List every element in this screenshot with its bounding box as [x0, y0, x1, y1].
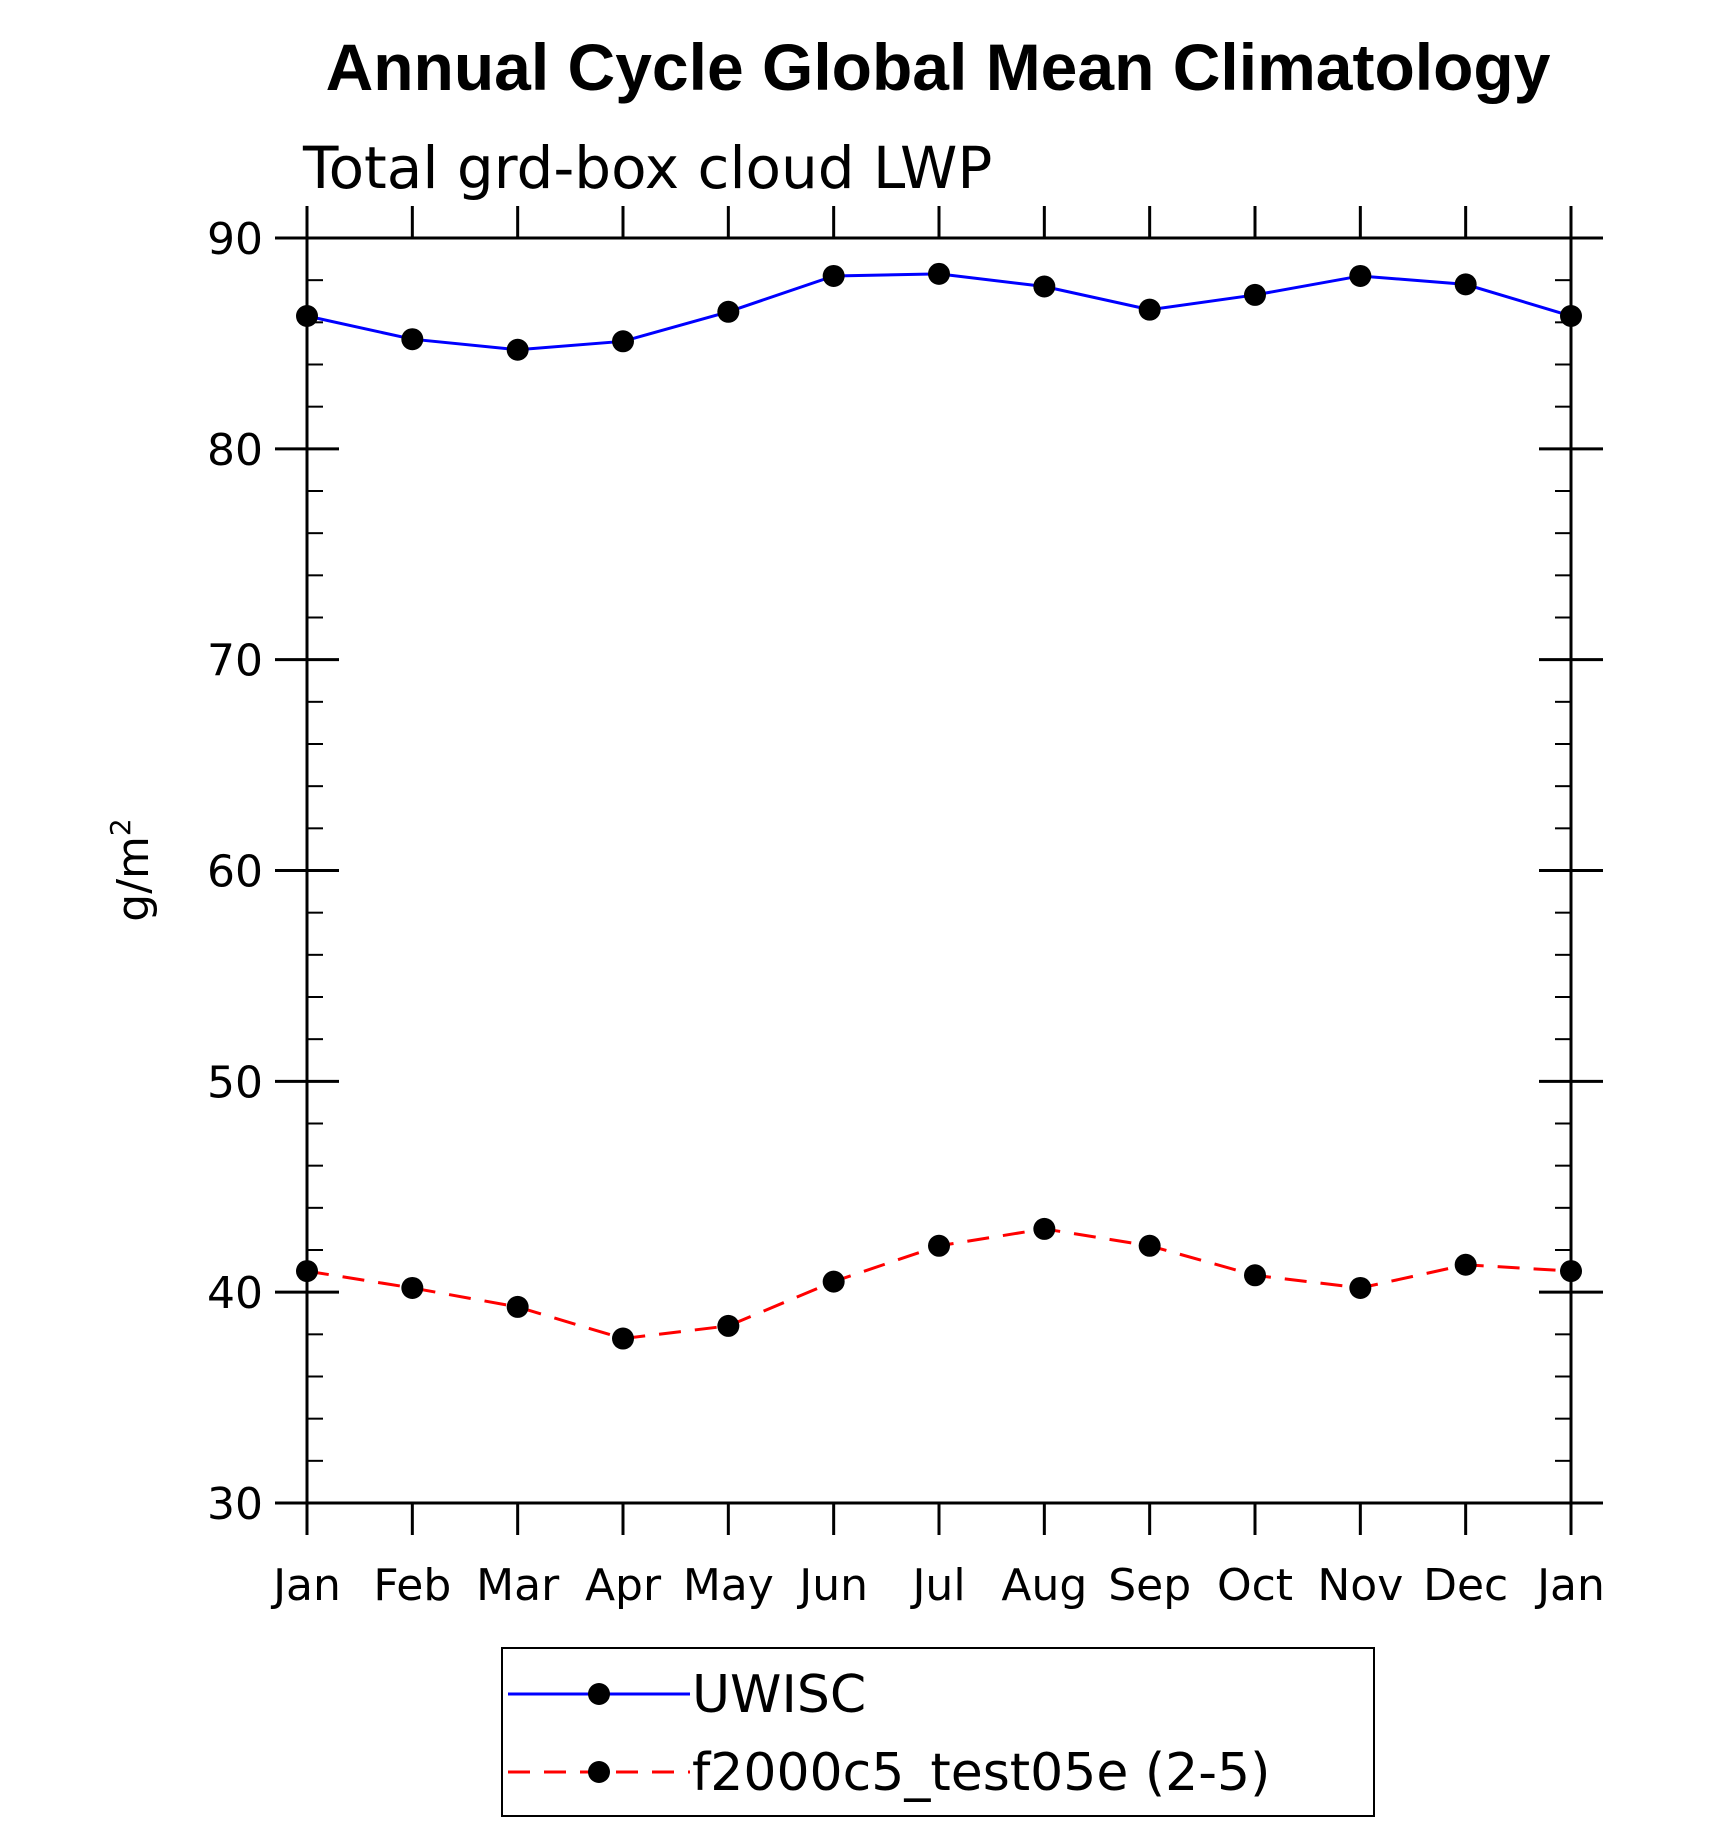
x-tick-label: Jun: [796, 1560, 868, 1611]
y-axis-label-base: g/m: [108, 836, 159, 922]
chart-subtitle: Total grd-box cloud LWP: [302, 134, 992, 202]
plot-frame: [305, 236, 1573, 1505]
data-point-series-0: [822, 264, 845, 287]
data-point-series-0: [1560, 305, 1582, 328]
y-tick-label: 50: [207, 1057, 263, 1108]
y-axis-label-superscript: 2: [104, 818, 137, 836]
chart-title: Annual Cycle Global Mean Climatology: [326, 30, 1551, 104]
data-point-series-0: [928, 262, 950, 285]
legend-marker-uwisc: [588, 1683, 610, 1705]
data-point-series-1: [401, 1276, 424, 1299]
series-layer: [296, 262, 1582, 1350]
x-tick-label: Oct: [1217, 1560, 1293, 1611]
legend-box: [501, 1647, 1375, 1817]
data-point-series-0: [296, 305, 318, 328]
x-tick-label: Sep: [1108, 1560, 1191, 1611]
data-point-series-1: [296, 1260, 318, 1283]
legend-label-f2000c5: f2000c5_test05e (2-5): [692, 1743, 1270, 1803]
data-point-series-1: [717, 1314, 740, 1337]
legend-label-uwisc: UWISC: [692, 1665, 866, 1725]
y-tick-label: 90: [207, 214, 263, 265]
data-point-series-1: [506, 1295, 529, 1318]
data-point-series-0: [1349, 264, 1372, 287]
x-tick-label: May: [683, 1560, 774, 1611]
x-tick-label: Feb: [373, 1560, 451, 1611]
data-point-series-0: [506, 338, 529, 361]
data-point-series-1: [1560, 1260, 1582, 1283]
data-point-series-1: [928, 1234, 950, 1257]
y-tick-label: 40: [207, 1268, 263, 1319]
data-point-series-0: [717, 300, 740, 323]
data-point-series-1: [1244, 1264, 1266, 1287]
x-tick-label: Jan: [270, 1560, 341, 1611]
data-point-series-1: [822, 1270, 845, 1293]
data-point-series-0: [612, 330, 634, 353]
y-tick-label: 60: [207, 847, 263, 898]
data-point-series-0: [1138, 298, 1161, 321]
data-point-series-1: [612, 1327, 634, 1350]
legend: UWISC f2000c5_test05e (2-5): [501, 1647, 1375, 1817]
legend-marker-f2000c5: [588, 1761, 610, 1783]
y-tick-label: 80: [207, 425, 263, 476]
data-point-series-1: [1454, 1253, 1477, 1276]
y-tick-label: 70: [207, 636, 263, 687]
series-line-0: [306, 272, 1572, 352]
x-tick-label: Jan: [1534, 1560, 1605, 1611]
data-point-series-0: [1244, 283, 1266, 306]
x-tick-label: Nov: [1317, 1560, 1403, 1611]
x-tick-label: Apr: [585, 1560, 662, 1611]
axes: 30 40 50 60 70 80 90 Jan Feb Mar Apr May Jun Jul Aug Se…: [207, 206, 1605, 1611]
data-point-series-1: [1033, 1217, 1056, 1240]
data-point-series-1: [1138, 1234, 1161, 1257]
y-axis-label: g/m2: [104, 818, 159, 921]
y-tick-label: 30: [207, 1479, 263, 1530]
data-point-series-0: [1454, 273, 1477, 296]
x-tick-label: Dec: [1423, 1560, 1508, 1611]
data-point-series-1: [1349, 1276, 1372, 1299]
data-point-series-0: [1033, 275, 1056, 298]
x-tick-label: Jul: [909, 1560, 965, 1611]
data-point-series-0: [401, 328, 424, 351]
x-tick-label: Aug: [1001, 1560, 1087, 1611]
x-tick-label: Mar: [476, 1560, 560, 1611]
